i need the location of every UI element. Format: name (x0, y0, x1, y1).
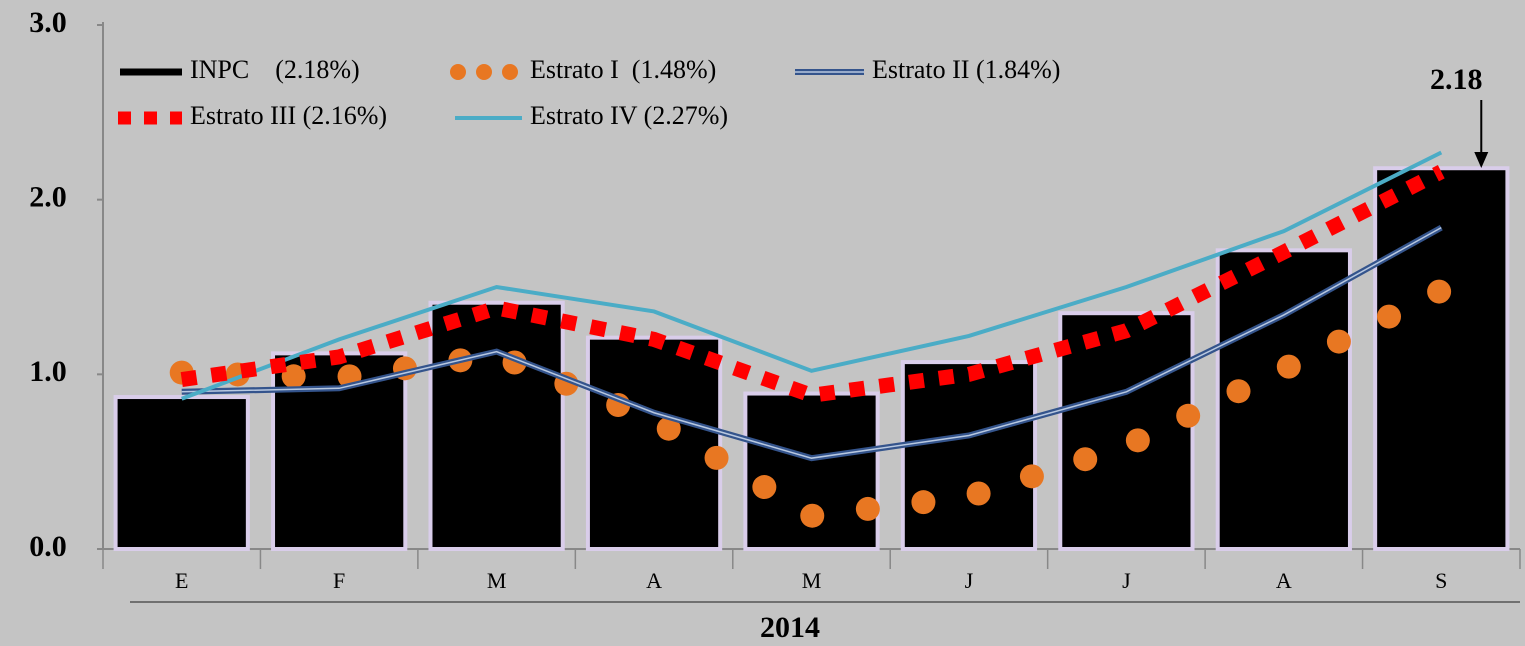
legend-label: Estrato II (1.84%) (872, 55, 1060, 84)
x-tick-label: M (802, 568, 822, 593)
bar (1375, 168, 1507, 549)
bar (430, 303, 562, 549)
y-tick-label: 2.0 (29, 181, 67, 214)
bar (1060, 313, 1192, 549)
x-tick-label: M (487, 568, 507, 593)
data-label: 2.18 (1430, 63, 1483, 96)
x-tick-label: E (175, 568, 188, 593)
legend-label: INPC (2.18%) (190, 55, 360, 84)
bar (116, 397, 248, 549)
legend-label: Estrato III (2.16%) (190, 101, 387, 130)
x-tick-label: A (646, 568, 662, 593)
chart: 2014 0.0 1.0 2.0 3.0 E F M A M J J A S 2.18 INPC (2.18… (0, 0, 1525, 646)
y-tick-label: 0.0 (29, 530, 67, 563)
x-axis-label: 2014 (760, 611, 820, 644)
y-tick-label: 1.0 (29, 355, 67, 388)
x-tick-label: J (965, 568, 974, 593)
bar (588, 338, 720, 549)
bar (903, 362, 1035, 549)
page: 2014 0.0 1.0 2.0 3.0 E F M A M J J A S 2.18 INPC (2.18… (0, 0, 1525, 646)
x-tick-label: J (1122, 568, 1131, 593)
x-tick-label: F (333, 568, 345, 593)
y-tick-label: 3.0 (29, 6, 67, 39)
x-tick-label: A (1276, 568, 1292, 593)
legend-label: Estrato I (1.48%) (530, 55, 716, 84)
legend-label: Estrato IV (2.27%) (530, 101, 728, 130)
x-tick-label: S (1435, 568, 1447, 593)
